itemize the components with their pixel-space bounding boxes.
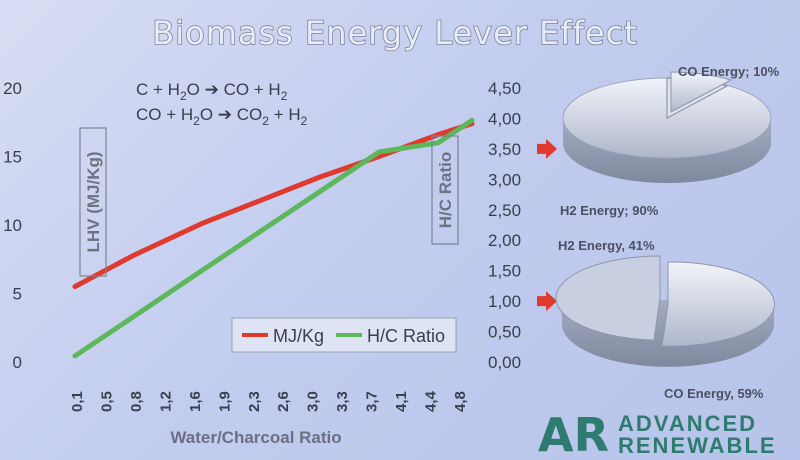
series-line-mjkg	[72, 121, 475, 290]
indicator-arrows	[537, 138, 557, 312]
y-left-tick-label: 20	[3, 79, 22, 98]
y-right-tick-label: 4,50	[488, 79, 521, 98]
pie2-slice-h2	[555, 255, 661, 341]
x-tick-label: 0,5	[98, 391, 115, 412]
x-tick-label: 2,6	[275, 391, 292, 412]
y-left-tick-label: 15	[3, 148, 22, 167]
y-left-tick-label: 0	[13, 353, 22, 372]
y-right-tick-label: 2,50	[488, 201, 521, 220]
y-right-tick-label: 1,50	[488, 262, 521, 281]
y-right-tick-label: 3,50	[488, 140, 521, 159]
y-right-tick-label: 3,00	[488, 170, 521, 189]
legend: MJ/Kg H/C Ratio	[231, 317, 457, 353]
x-tick-label: 1,6	[187, 391, 204, 412]
left-axis-title-box	[79, 127, 107, 277]
y-right-tick-label: 0,50	[488, 323, 521, 342]
y-left-tick-label: 10	[3, 216, 22, 235]
x-tick-label: 1,2	[157, 391, 174, 412]
red-arrow-2	[537, 291, 557, 312]
line-chart-series	[72, 117, 475, 359]
x-tick-label: 4,4	[423, 390, 440, 412]
y-right-tick-label: 1,00	[488, 292, 521, 311]
chart-title: Biomass Energy Lever Effect	[152, 14, 637, 52]
x-tick-label: 3,3	[334, 391, 351, 412]
x-tick-label: 3,0	[305, 391, 322, 412]
series-line-hc-ratio	[72, 117, 475, 359]
reaction-1: C + H2O ➔ CO + H2	[136, 80, 288, 103]
pie2-slice-co	[661, 261, 775, 347]
company-logo: AR ADVANCED RENEWABLE	[538, 408, 777, 460]
reaction-2: CO + H2O ➔ CO2 + H2	[136, 105, 308, 128]
logo-line-2: RENEWABLE	[618, 433, 777, 458]
line-chart-axes: 0 5 10 15 20 0,00 0,50 1,00 1,50 2,00 2,50 3,00 3,50…	[3, 79, 521, 412]
y-right-tick-label: 4,00	[488, 109, 521, 128]
pie2-label-h2: H2 Energy, 41%	[558, 238, 655, 253]
right-axis-title-text: H/C Ratio	[436, 152, 455, 229]
x-axis-title: Water/Charcoal Ratio	[170, 428, 341, 447]
pie1-label-co: CO Energy; 10%	[678, 64, 780, 79]
x-tick-label: 1,9	[216, 391, 233, 412]
x-tick-label: 4,1	[393, 391, 410, 412]
right-axis-title: H/C Ratio	[431, 135, 459, 245]
x-tick-label: 0,8	[128, 391, 145, 412]
red-arrow-1	[537, 138, 557, 159]
right-axis-title-box	[431, 135, 459, 245]
reaction-equations: C + H2O ➔ CO + H2 CO + H2O ➔ CO2 + H2	[136, 80, 308, 128]
pie1-slice-co	[670, 71, 733, 113]
x-tick-label: 4,8	[452, 391, 469, 412]
pie1-label-h2: H2 Energy; 90%	[560, 203, 659, 218]
left-axis-title-text: LHV (MJ/Kg)	[84, 151, 103, 252]
x-tick-label: 3,7	[364, 391, 381, 412]
left-axis-title: LHV (MJ/Kg)	[79, 127, 107, 277]
pie-chart-2: H2 Energy, 41% CO Energy, 59%	[555, 238, 775, 401]
y-right-tick-label: 2,00	[488, 231, 521, 250]
y-left-tick-label: 5	[13, 285, 22, 304]
x-tick-label: 0,1	[69, 391, 86, 412]
legend-label-mjkg: MJ/Kg	[273, 326, 324, 346]
x-tick-label: 2,3	[246, 391, 263, 412]
logo-mark: AR	[538, 408, 609, 460]
pie2-label-co: CO Energy, 59%	[664, 386, 764, 401]
y-right-tick-label: 0,00	[488, 353, 521, 372]
logo-line-1: ADVANCED	[618, 411, 757, 436]
legend-label-hc: H/C Ratio	[367, 326, 445, 346]
pie-chart-1: CO Energy; 10% H2 Energy; 90%	[560, 64, 780, 218]
